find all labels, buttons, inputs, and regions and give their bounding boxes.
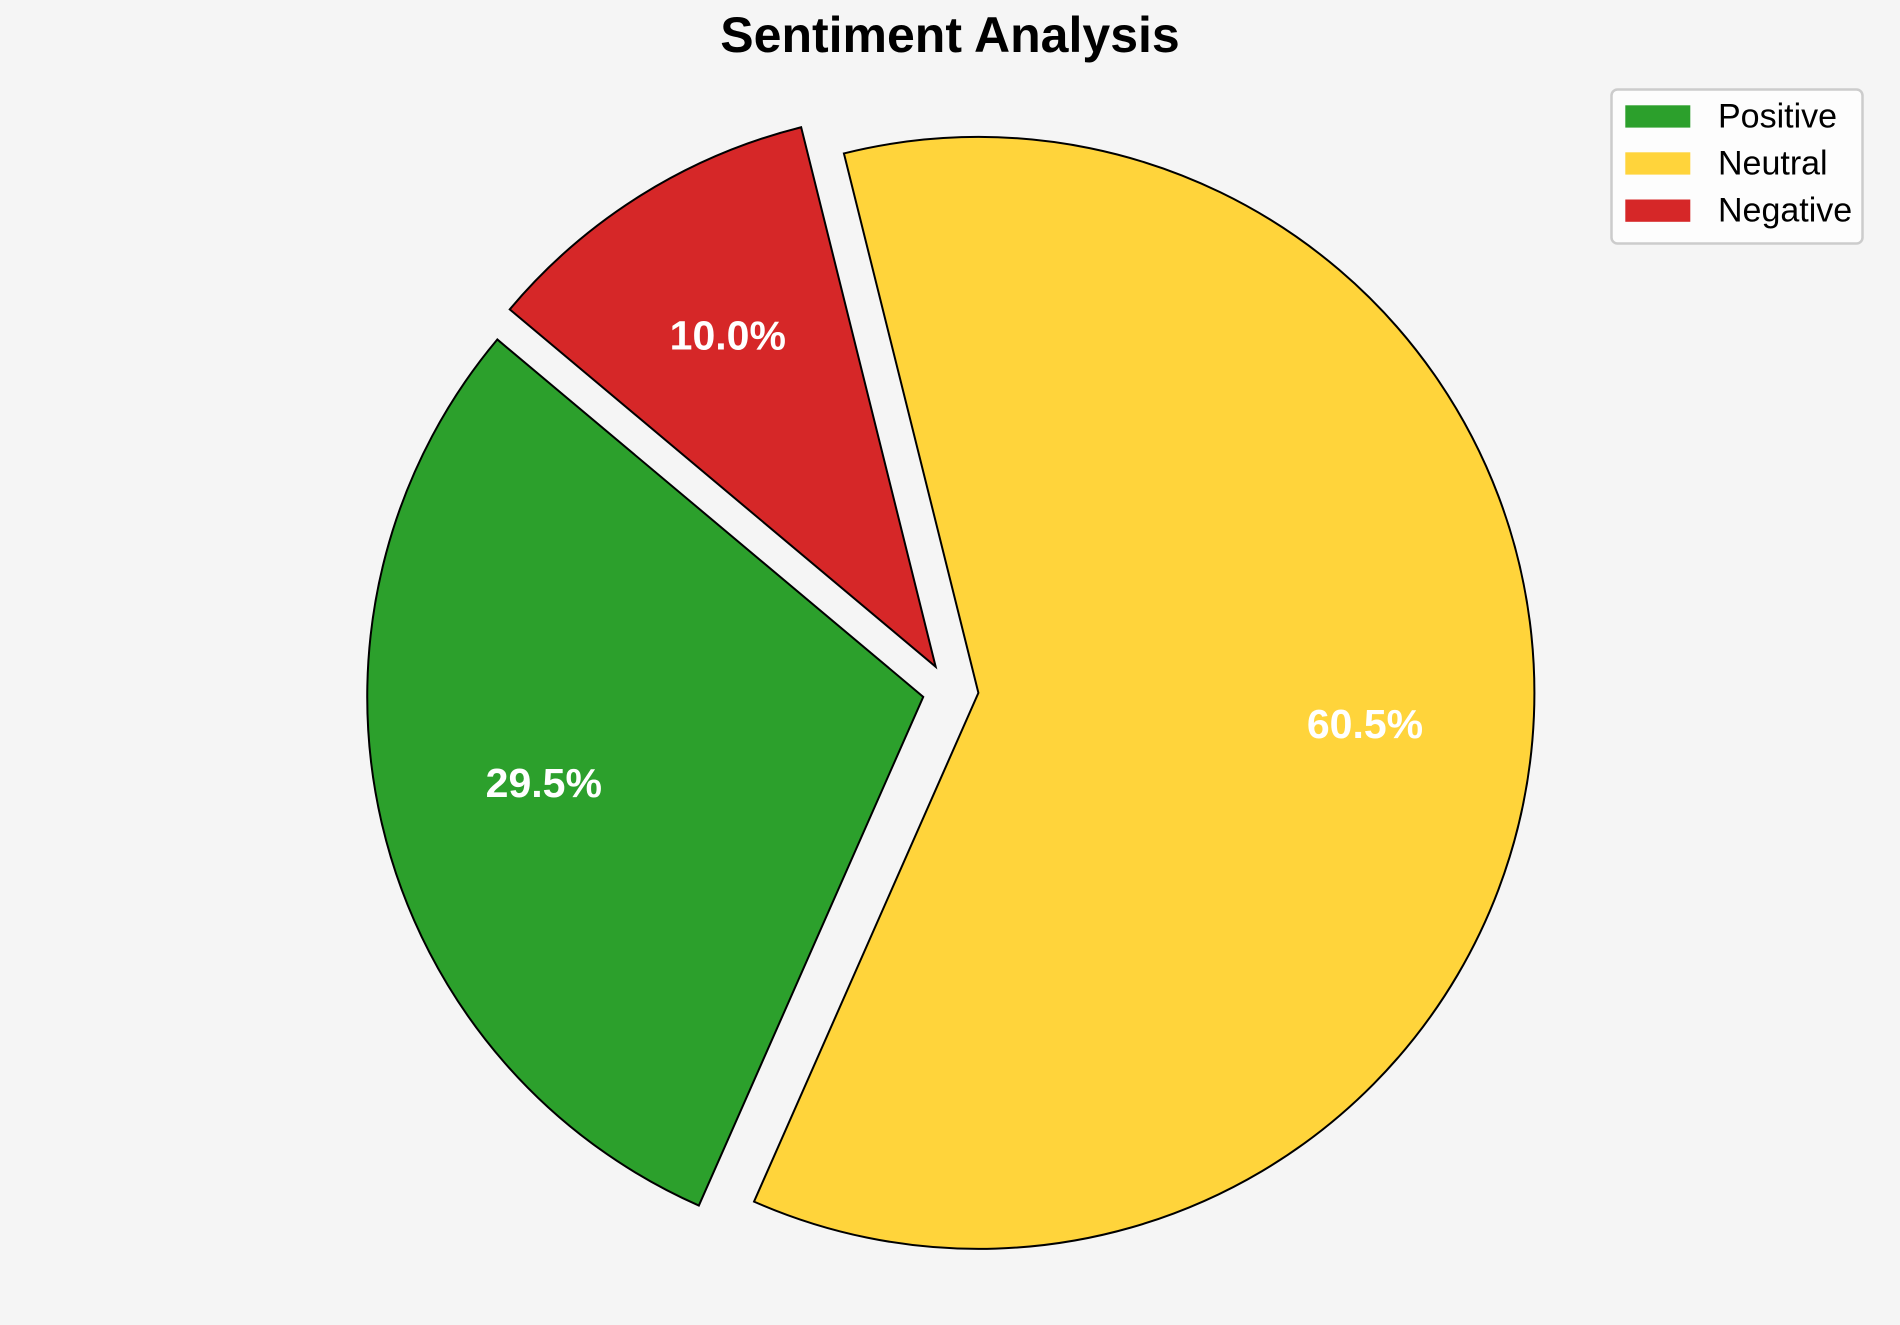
svg-text:Positive: Positive — [1718, 97, 1837, 135]
svg-text:60.5%: 60.5% — [1307, 701, 1423, 747]
svg-text:10.0%: 10.0% — [670, 312, 786, 358]
svg-text:Sentiment Analysis: Sentiment Analysis — [720, 7, 1179, 63]
svg-text:29.5%: 29.5% — [486, 760, 602, 806]
svg-text:Neutral: Neutral — [1718, 144, 1828, 182]
svg-text:Negative: Negative — [1718, 192, 1852, 230]
